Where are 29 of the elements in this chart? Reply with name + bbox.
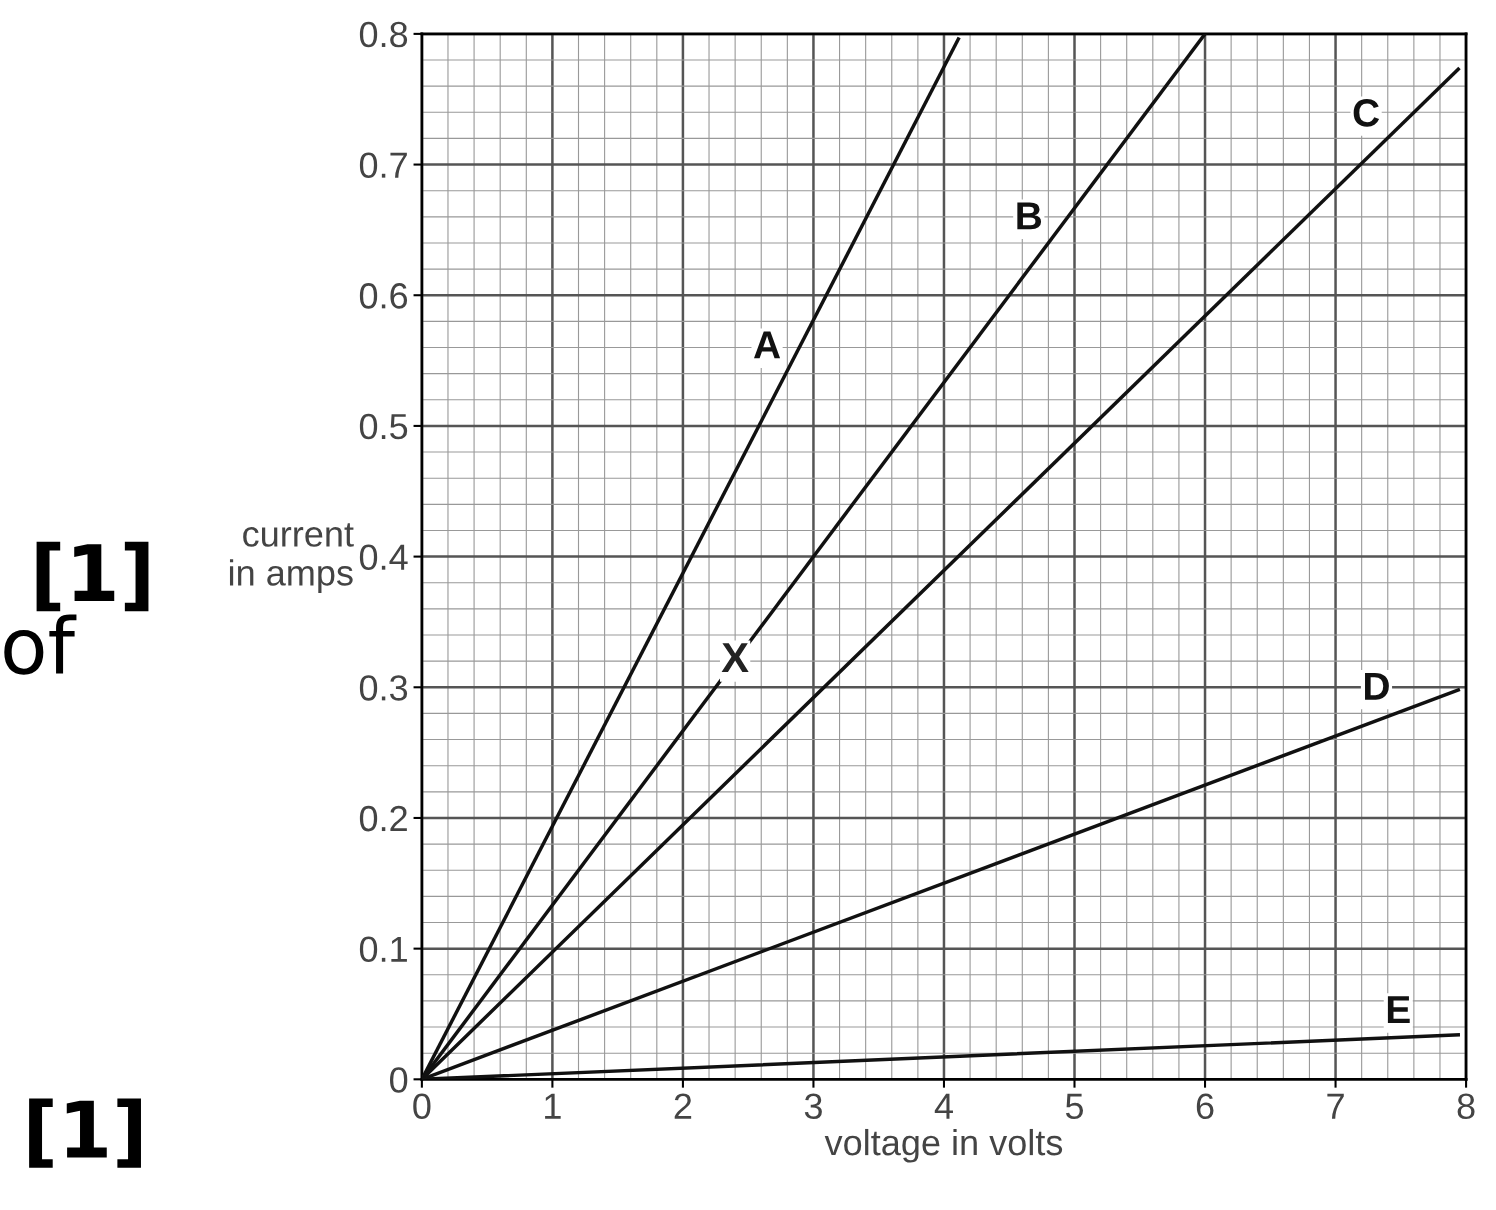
series-label: E — [1387, 996, 1410, 1024]
x-tick-label: 6 — [1196, 1093, 1214, 1120]
y-axis-title: current in amps — [229, 523, 354, 593]
y-tick-label: 0.7 — [359, 152, 407, 178]
x-axis-title: voltage in volts — [824, 1128, 1063, 1163]
series-label: C — [1353, 99, 1380, 127]
x-tick-label: 1 — [545, 1093, 561, 1119]
x-tick-label: 7 — [1327, 1093, 1344, 1119]
y-tick-label: 0.2 — [359, 805, 407, 832]
y-tick-label: 0.6 — [359, 283, 408, 309]
series-label: B — [1017, 202, 1042, 230]
y-tick-label: 0.5 — [359, 413, 408, 440]
y-tick-label: 0.8 — [359, 21, 408, 48]
series-label: A — [753, 331, 781, 359]
x-tick-label: 4 — [934, 1093, 953, 1119]
x-tick-label: 0 — [413, 1093, 431, 1120]
x-tick-label: 3 — [804, 1093, 822, 1120]
y-tick-label: 0 — [390, 1067, 408, 1093]
y-tick-label: 0.1 — [359, 936, 407, 963]
text: [1] — [29, 1098, 141, 1168]
annotation: X — [721, 643, 749, 672]
x-tick-label: 5 — [1065, 1093, 1084, 1120]
text: of — [4, 614, 77, 675]
series-label: D — [1365, 672, 1389, 700]
text: [1] — [36, 541, 149, 612]
y-tick-label: 0.3 — [359, 675, 408, 701]
x-tick-label: 2 — [674, 1093, 692, 1119]
y-tick-label: 0.4 — [359, 544, 408, 571]
x-tick-label: 8 — [1457, 1093, 1475, 1120]
